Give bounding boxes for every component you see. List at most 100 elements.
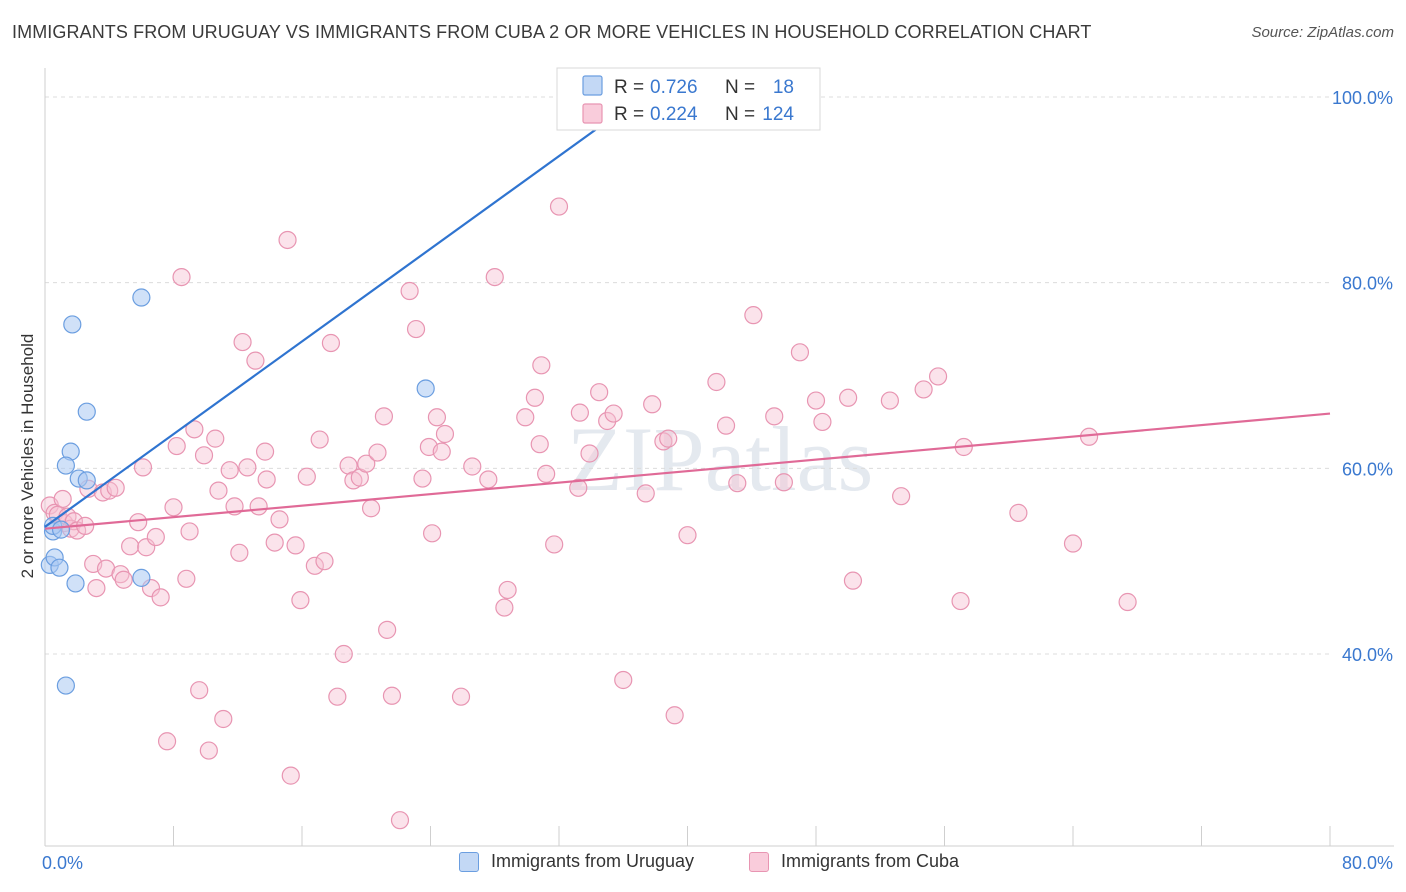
cuba-point-68 [378, 620, 397, 639]
cuba-point-117 [892, 487, 911, 506]
stats-legend: R = 0.726 N = 18 R = 0.224 N = 124 [556, 67, 821, 131]
cuba-point-37 [209, 481, 228, 500]
cuba-point-20 [129, 513, 148, 532]
cuba-point-101 [654, 432, 673, 451]
cuba-point-86 [525, 388, 545, 407]
legend-swatch-uruguay-bottom [459, 851, 479, 872]
uruguay-point-13 [77, 402, 96, 421]
x-tick-label-0: 0.0% [42, 853, 83, 873]
uruguay-point-6 [56, 676, 75, 695]
cuba-point-109 [765, 407, 784, 426]
cuba-point-30 [177, 569, 196, 588]
cuba-point-70 [390, 811, 410, 830]
cuba-point-59 [328, 687, 347, 706]
cuba-point-21 [133, 458, 153, 477]
cuba-point-56 [310, 430, 329, 449]
cuba-point-112 [806, 391, 826, 410]
cuba-point-19 [121, 537, 140, 556]
cuba-point-85 [516, 408, 535, 427]
cuba-point-113 [813, 412, 832, 432]
cuba-point-16 [106, 478, 125, 497]
cuba-point-46 [255, 442, 275, 461]
y-axis-label: 2 or more Vehicles in Household [18, 333, 37, 579]
uruguay-point-5 [51, 520, 71, 539]
cuba-point-81 [479, 470, 498, 489]
cuba-point-93 [570, 403, 589, 422]
cuba-point-105 [707, 372, 726, 392]
cuba-point-54 [297, 467, 316, 486]
cuba-point-94 [580, 444, 599, 463]
cuba-point-100 [643, 395, 662, 414]
x-tick-label-1: 80.0% [1342, 853, 1393, 873]
cuba-point-106 [716, 416, 736, 435]
cuba-point-95 [590, 383, 609, 402]
cuba-point-29 [172, 267, 191, 287]
uruguay-point-10 [66, 574, 85, 593]
cuba-point-80 [463, 457, 482, 476]
legend-item-uruguay: Immigrants from Uruguay [459, 851, 694, 872]
cuba-point-43 [238, 458, 257, 477]
y-tick-label-0: 40.0% [1342, 645, 1393, 665]
y-tick-label-1: 60.0% [1342, 459, 1393, 479]
cuba-point-3 [53, 489, 72, 509]
cuba-point-53 [291, 591, 310, 610]
cuba-point-97 [604, 404, 623, 423]
cuba-point-44 [246, 351, 265, 370]
cuba-point-38 [214, 709, 233, 729]
cuba-point-83 [495, 598, 514, 617]
cuba-point-115 [839, 388, 858, 407]
cuba-point-102 [659, 429, 678, 448]
cuba-point-122 [1009, 503, 1028, 522]
cuba-point-55 [305, 556, 324, 575]
cuba-trend-line [44, 412, 1331, 530]
cuba-point-99 [636, 484, 655, 503]
cuba-point-26 [157, 732, 177, 751]
cuba-point-18 [114, 570, 133, 589]
uruguay-point-8 [63, 315, 82, 334]
cuba-point-57 [315, 552, 334, 571]
legend-swatch-uruguay [582, 75, 603, 96]
cuba-point-32 [185, 420, 204, 439]
legend-n-value-uruguay: 18 [773, 77, 794, 98]
legend-n-label-cuba: N = [725, 104, 755, 125]
cuba-point-42 [233, 332, 252, 352]
cuba-point-12 [87, 578, 106, 598]
cuba-point-28 [167, 436, 186, 456]
cuba-point-88 [532, 356, 551, 375]
cuba-point-24 [146, 527, 165, 547]
legend-n-label-uruguay: N = [725, 77, 755, 98]
source-note: Source: ZipAtlas.com [1251, 24, 1394, 41]
cuba-point-34 [194, 446, 214, 465]
cuba-point-76 [427, 408, 447, 427]
cuba-point-75 [423, 524, 442, 543]
legend-r-value-cuba: 0.224 [650, 104, 698, 125]
cuba-point-91 [549, 197, 569, 216]
cuba-point-90 [545, 535, 564, 554]
cuba-point-103 [665, 706, 684, 725]
cuba-point-111 [790, 343, 810, 362]
cuba-point-41 [230, 543, 249, 562]
cuba-point-45 [249, 497, 268, 516]
cuba-point-82 [485, 267, 504, 287]
cuba-point-108 [744, 306, 763, 325]
trend-lines [44, 91, 1331, 530]
cuba-point-77 [432, 442, 451, 461]
cuba-point-78 [435, 424, 455, 444]
cuba-point-104 [678, 526, 697, 545]
chart-title: IMMIGRANTS FROM URUGUAY VS IMMIGRANTS FR… [12, 22, 1092, 42]
cuba-point-84 [498, 580, 517, 600]
cuba-series [40, 197, 1137, 830]
cuba-point-67 [374, 407, 394, 426]
cuba-point-17 [111, 565, 130, 584]
y-tick-label-3: 100.0% [1332, 88, 1393, 108]
cuba-point-50 [278, 230, 297, 250]
cuba-point-31 [180, 522, 199, 541]
legend-label-uruguay: Immigrants from Uruguay [491, 851, 695, 871]
legend-swatch-cuba [582, 103, 603, 124]
uruguay-point-14 [132, 288, 151, 307]
cuba-point-89 [537, 464, 556, 484]
cuba-point-110 [774, 473, 793, 492]
y-tick-label-2: 80.0% [1342, 274, 1393, 294]
legend-r-value-uruguay: 0.726 [650, 77, 698, 98]
